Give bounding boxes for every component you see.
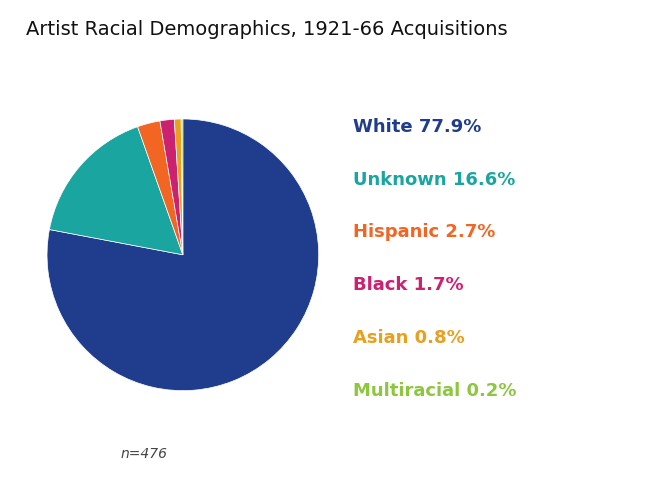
Wedge shape bbox=[47, 119, 319, 391]
Text: Unknown 16.6%: Unknown 16.6% bbox=[353, 171, 515, 189]
Wedge shape bbox=[160, 119, 183, 255]
Text: n=476: n=476 bbox=[120, 446, 167, 461]
Wedge shape bbox=[50, 127, 183, 255]
Text: Multiracial 0.2%: Multiracial 0.2% bbox=[353, 382, 516, 400]
Text: Black 1.7%: Black 1.7% bbox=[353, 276, 463, 294]
Wedge shape bbox=[181, 119, 183, 255]
Wedge shape bbox=[138, 121, 183, 255]
Wedge shape bbox=[174, 119, 183, 255]
Text: White 77.9%: White 77.9% bbox=[353, 118, 481, 136]
Text: Artist Racial Demographics, 1921-66 Acquisitions: Artist Racial Demographics, 1921-66 Acqu… bbox=[26, 20, 508, 39]
Text: Asian 0.8%: Asian 0.8% bbox=[353, 329, 464, 347]
Text: Hispanic 2.7%: Hispanic 2.7% bbox=[353, 223, 495, 242]
